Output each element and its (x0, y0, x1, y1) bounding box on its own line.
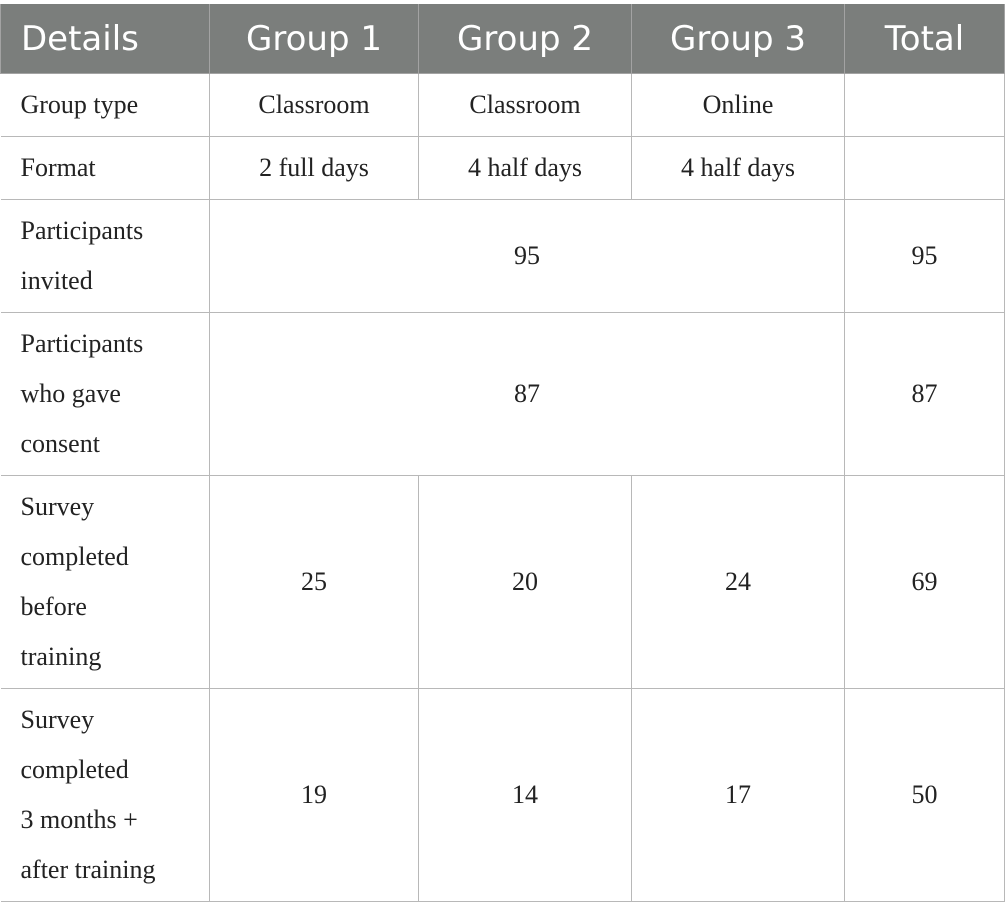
row-label: Participants invited (0, 199, 210, 313)
cell-total: 95 (844, 199, 1005, 313)
cell-total (844, 136, 1005, 200)
row-label: Survey completed before training (0, 475, 210, 689)
row-label-line: training (20, 642, 102, 671)
header-row: Details Group 1 Group 2 Group 3 Total (0, 4, 1005, 74)
cell-group-3: 17 (631, 688, 845, 902)
cell-total (844, 73, 1005, 137)
row-group-type: Group type Classroom Classroom Online (0, 73, 1005, 137)
cell-total: 69 (844, 475, 1005, 689)
header-group-1: Group 1 (209, 4, 419, 74)
cell-group-1: 25 (209, 475, 419, 689)
row-label-line: who gave (20, 379, 121, 408)
cell-group-1: Classroom (209, 73, 419, 137)
row-label-line: Participants (20, 216, 144, 245)
cell-group-2: 4 half days (418, 136, 632, 200)
header-group-2: Group 2 (418, 4, 632, 74)
row-participants-consent: Participants who gave consent 87 87 (0, 312, 1005, 476)
cell-group-1: 19 (209, 688, 419, 902)
study-participation-table: Details Group 1 Group 2 Group 3 Total Gr… (0, 4, 1005, 902)
cell-group-1: 2 full days (209, 136, 419, 200)
row-format: Format 2 full days 4 half days 4 half da… (0, 136, 1005, 200)
row-participants-invited: Participants invited 95 95 (0, 199, 1005, 313)
cell-groups-merged: 87 (209, 312, 845, 476)
cell-group-3: 4 half days (631, 136, 845, 200)
cell-total: 87 (844, 312, 1005, 476)
row-survey-after: Survey completed 3 months + after traini… (0, 688, 1005, 902)
header-group-3: Group 3 (631, 4, 845, 74)
cell-group-2: 20 (418, 475, 632, 689)
row-label-line: after training (20, 855, 156, 884)
row-label-line: completed (20, 755, 129, 784)
row-label: Format (0, 136, 210, 200)
cell-total: 50 (844, 688, 1005, 902)
row-label-line: 3 months + (20, 805, 138, 834)
row-label: Group type (0, 73, 210, 137)
row-label: Survey completed 3 months + after traini… (0, 688, 210, 902)
row-label-line: Survey (20, 492, 95, 521)
row-label-line: invited (20, 266, 93, 295)
row-label-line: completed (20, 542, 129, 571)
row-label-line: Participants (20, 329, 144, 358)
cell-groups-merged: 95 (209, 199, 845, 313)
cell-group-3: Online (631, 73, 845, 137)
row-survey-before: Survey completed before training 25 20 2… (0, 475, 1005, 689)
cell-group-2: Classroom (418, 73, 632, 137)
header-total: Total (844, 4, 1005, 74)
row-label: Participants who gave consent (0, 312, 210, 476)
row-label-line: consent (20, 429, 100, 458)
cell-group-2: 14 (418, 688, 632, 902)
header-details: Details (0, 4, 210, 74)
cell-group-3: 24 (631, 475, 845, 689)
row-label-line: Survey (20, 705, 95, 734)
row-label-line: before (20, 592, 87, 621)
